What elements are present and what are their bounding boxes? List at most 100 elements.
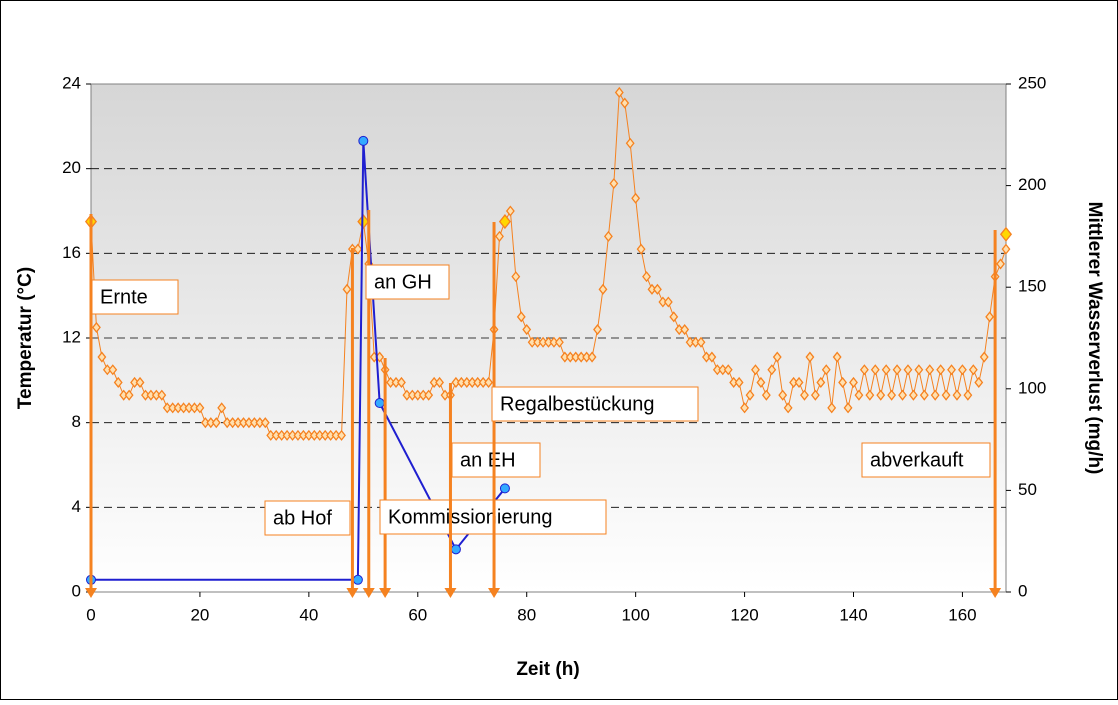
point bbox=[358, 135, 369, 146]
y2-tick-label: 200 bbox=[1018, 175, 1046, 194]
point bbox=[963, 389, 973, 401]
point bbox=[898, 389, 907, 401]
point bbox=[92, 321, 101, 333]
point bbox=[636, 243, 646, 255]
point bbox=[778, 389, 788, 401]
point bbox=[756, 376, 766, 388]
y2-tick-label: 50 bbox=[1018, 480, 1037, 499]
point bbox=[598, 283, 608, 295]
annotation-label: abverkauft bbox=[870, 449, 964, 471]
y-axis-title: Temperatur (°C) bbox=[15, 267, 36, 409]
point bbox=[620, 97, 630, 109]
point bbox=[761, 389, 771, 401]
point bbox=[794, 376, 804, 388]
x-tick-label: 40 bbox=[299, 605, 318, 624]
point bbox=[745, 389, 755, 401]
point bbox=[603, 230, 613, 242]
annotation-box bbox=[861, 442, 991, 478]
annotation-box bbox=[491, 386, 699, 422]
x-tick-label: 160 bbox=[948, 605, 976, 624]
x-axis-title: Zeit (h) bbox=[516, 659, 579, 680]
point bbox=[424, 389, 434, 401]
x-tick-label: 120 bbox=[730, 605, 758, 624]
point bbox=[859, 364, 869, 376]
point bbox=[554, 336, 564, 348]
y-tick-label: 12 bbox=[62, 327, 81, 346]
y-tick-label: 4 bbox=[72, 497, 81, 516]
y2-tick-label: 150 bbox=[1018, 277, 1046, 296]
arrow-head bbox=[362, 588, 375, 598]
point bbox=[870, 364, 880, 376]
point bbox=[816, 376, 826, 388]
point bbox=[397, 376, 406, 388]
annotation-box bbox=[91, 279, 179, 315]
point bbox=[740, 402, 750, 414]
point bbox=[511, 271, 521, 283]
annotation-label: an EH bbox=[460, 449, 516, 471]
point bbox=[609, 177, 619, 190]
point bbox=[821, 364, 831, 376]
annotation-label: Kommissionierung bbox=[388, 506, 553, 528]
point bbox=[1001, 243, 1011, 255]
point bbox=[903, 364, 913, 376]
point bbox=[505, 205, 515, 217]
point bbox=[968, 364, 978, 376]
point bbox=[952, 389, 962, 401]
point bbox=[357, 214, 370, 230]
point bbox=[810, 389, 820, 401]
point bbox=[217, 402, 227, 414]
point bbox=[919, 389, 929, 401]
point bbox=[936, 364, 946, 376]
arrow-head bbox=[379, 588, 392, 598]
point bbox=[723, 364, 733, 376]
point bbox=[999, 226, 1013, 242]
x-tick-label: 80 bbox=[517, 605, 536, 624]
point bbox=[843, 402, 853, 414]
point bbox=[957, 364, 967, 376]
point bbox=[625, 137, 635, 149]
point bbox=[450, 544, 461, 555]
arrow-head bbox=[989, 588, 1002, 598]
point bbox=[908, 389, 918, 401]
arrow-head bbox=[85, 588, 97, 598]
point bbox=[925, 364, 935, 376]
point bbox=[772, 351, 782, 363]
arrow-head bbox=[488, 588, 501, 598]
point bbox=[260, 417, 270, 429]
point bbox=[614, 86, 624, 99]
point bbox=[805, 351, 815, 363]
point bbox=[484, 376, 494, 388]
point bbox=[974, 376, 984, 388]
y2-tick-label: 100 bbox=[1018, 378, 1046, 397]
point bbox=[751, 364, 760, 376]
point bbox=[498, 214, 511, 230]
y-tick-label: 0 bbox=[72, 581, 81, 600]
point bbox=[108, 364, 118, 376]
point bbox=[800, 389, 809, 401]
x-tick-label: 20 bbox=[190, 605, 209, 624]
arrow-head bbox=[444, 588, 457, 598]
point bbox=[435, 376, 445, 388]
point bbox=[707, 351, 717, 363]
y-tick-label: 24 bbox=[62, 73, 81, 92]
annotation-box bbox=[264, 500, 351, 536]
point bbox=[593, 323, 602, 336]
point bbox=[783, 402, 793, 414]
point bbox=[499, 483, 510, 494]
point bbox=[832, 351, 842, 363]
point bbox=[734, 376, 744, 388]
point bbox=[838, 376, 848, 388]
y2-tick-label: 250 bbox=[1018, 73, 1046, 92]
point bbox=[979, 351, 989, 363]
point bbox=[587, 351, 597, 363]
point bbox=[374, 398, 385, 409]
point bbox=[767, 364, 777, 376]
point bbox=[342, 283, 352, 295]
point bbox=[157, 389, 167, 401]
annotation-label: ab Hof bbox=[273, 507, 332, 529]
point bbox=[680, 323, 690, 336]
point bbox=[353, 243, 363, 255]
point bbox=[996, 258, 1005, 270]
point bbox=[337, 429, 346, 441]
point bbox=[522, 323, 532, 336]
